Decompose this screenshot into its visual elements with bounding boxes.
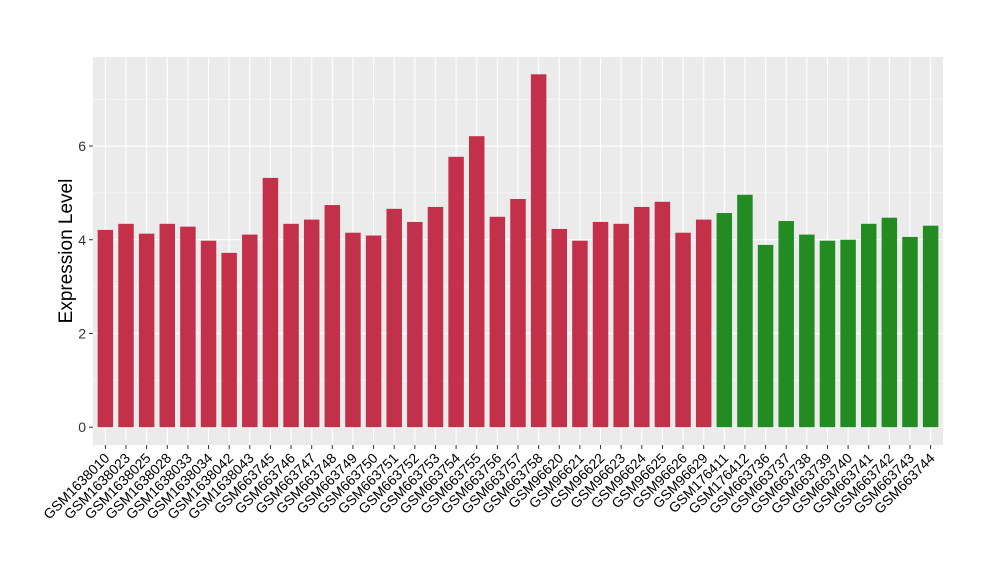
bar-GSM663754 <box>448 156 464 428</box>
bar-GSM96622 <box>592 221 609 428</box>
bar-GSM663753 <box>427 206 444 428</box>
bar-GSM663737 <box>778 221 794 428</box>
bar-GSM663752 <box>407 221 423 428</box>
bar-GSM1638028 <box>159 223 176 428</box>
bar-GSM663740 <box>840 239 856 428</box>
bar-GSM663756 <box>489 216 506 428</box>
bar-GSM663749 <box>345 232 361 428</box>
y-tick-label: 0 <box>78 419 86 435</box>
bar-GSM1638043 <box>242 234 258 428</box>
bar-GSM96626 <box>675 232 691 428</box>
bar-GSM663736 <box>757 244 774 428</box>
bar-GSM663758 <box>530 74 547 428</box>
bar-GSM663741 <box>860 223 877 428</box>
bar-GSM663743 <box>902 236 918 428</box>
bar-GSM663757 <box>510 198 526 428</box>
y-tick-label: 2 <box>78 325 86 341</box>
bar-GSM663755 <box>469 136 485 428</box>
bar-GSM1638033 <box>180 226 196 428</box>
bar-GSM96620 <box>551 228 567 428</box>
bar-GSM96621 <box>572 240 588 428</box>
bar-GSM1638042 <box>221 252 237 428</box>
bar-GSM96625 <box>654 201 671 428</box>
bar-GSM96629 <box>695 219 712 428</box>
y-axis-label: Expression Level <box>56 179 77 324</box>
bar-GSM1638025 <box>138 233 155 428</box>
bar-GSM663746 <box>283 223 299 428</box>
bar-GSM96624 <box>634 206 650 428</box>
bar-GSM663742 <box>881 217 898 428</box>
bar-GSM663747 <box>303 219 320 428</box>
bar-GSM663739 <box>819 240 836 428</box>
bar-GSM176412 <box>737 194 753 428</box>
bar-GSM1638010 <box>97 229 114 428</box>
bar-GSM96623 <box>613 223 629 428</box>
bar-GSM663738 <box>799 234 815 428</box>
bar-GSM663748 <box>324 205 341 428</box>
y-tick-label: 4 <box>78 232 86 248</box>
bar-GSM663745 <box>262 177 279 428</box>
bar-GSM1638034 <box>200 240 217 428</box>
bar-GSM663751 <box>386 208 402 428</box>
bar-GSM663744 <box>922 225 939 428</box>
bar-GSM1638023 <box>118 223 134 428</box>
bar-GSM663750 <box>365 235 382 428</box>
bar-GSM176411 <box>716 213 733 428</box>
y-tick-label: 6 <box>78 138 86 154</box>
